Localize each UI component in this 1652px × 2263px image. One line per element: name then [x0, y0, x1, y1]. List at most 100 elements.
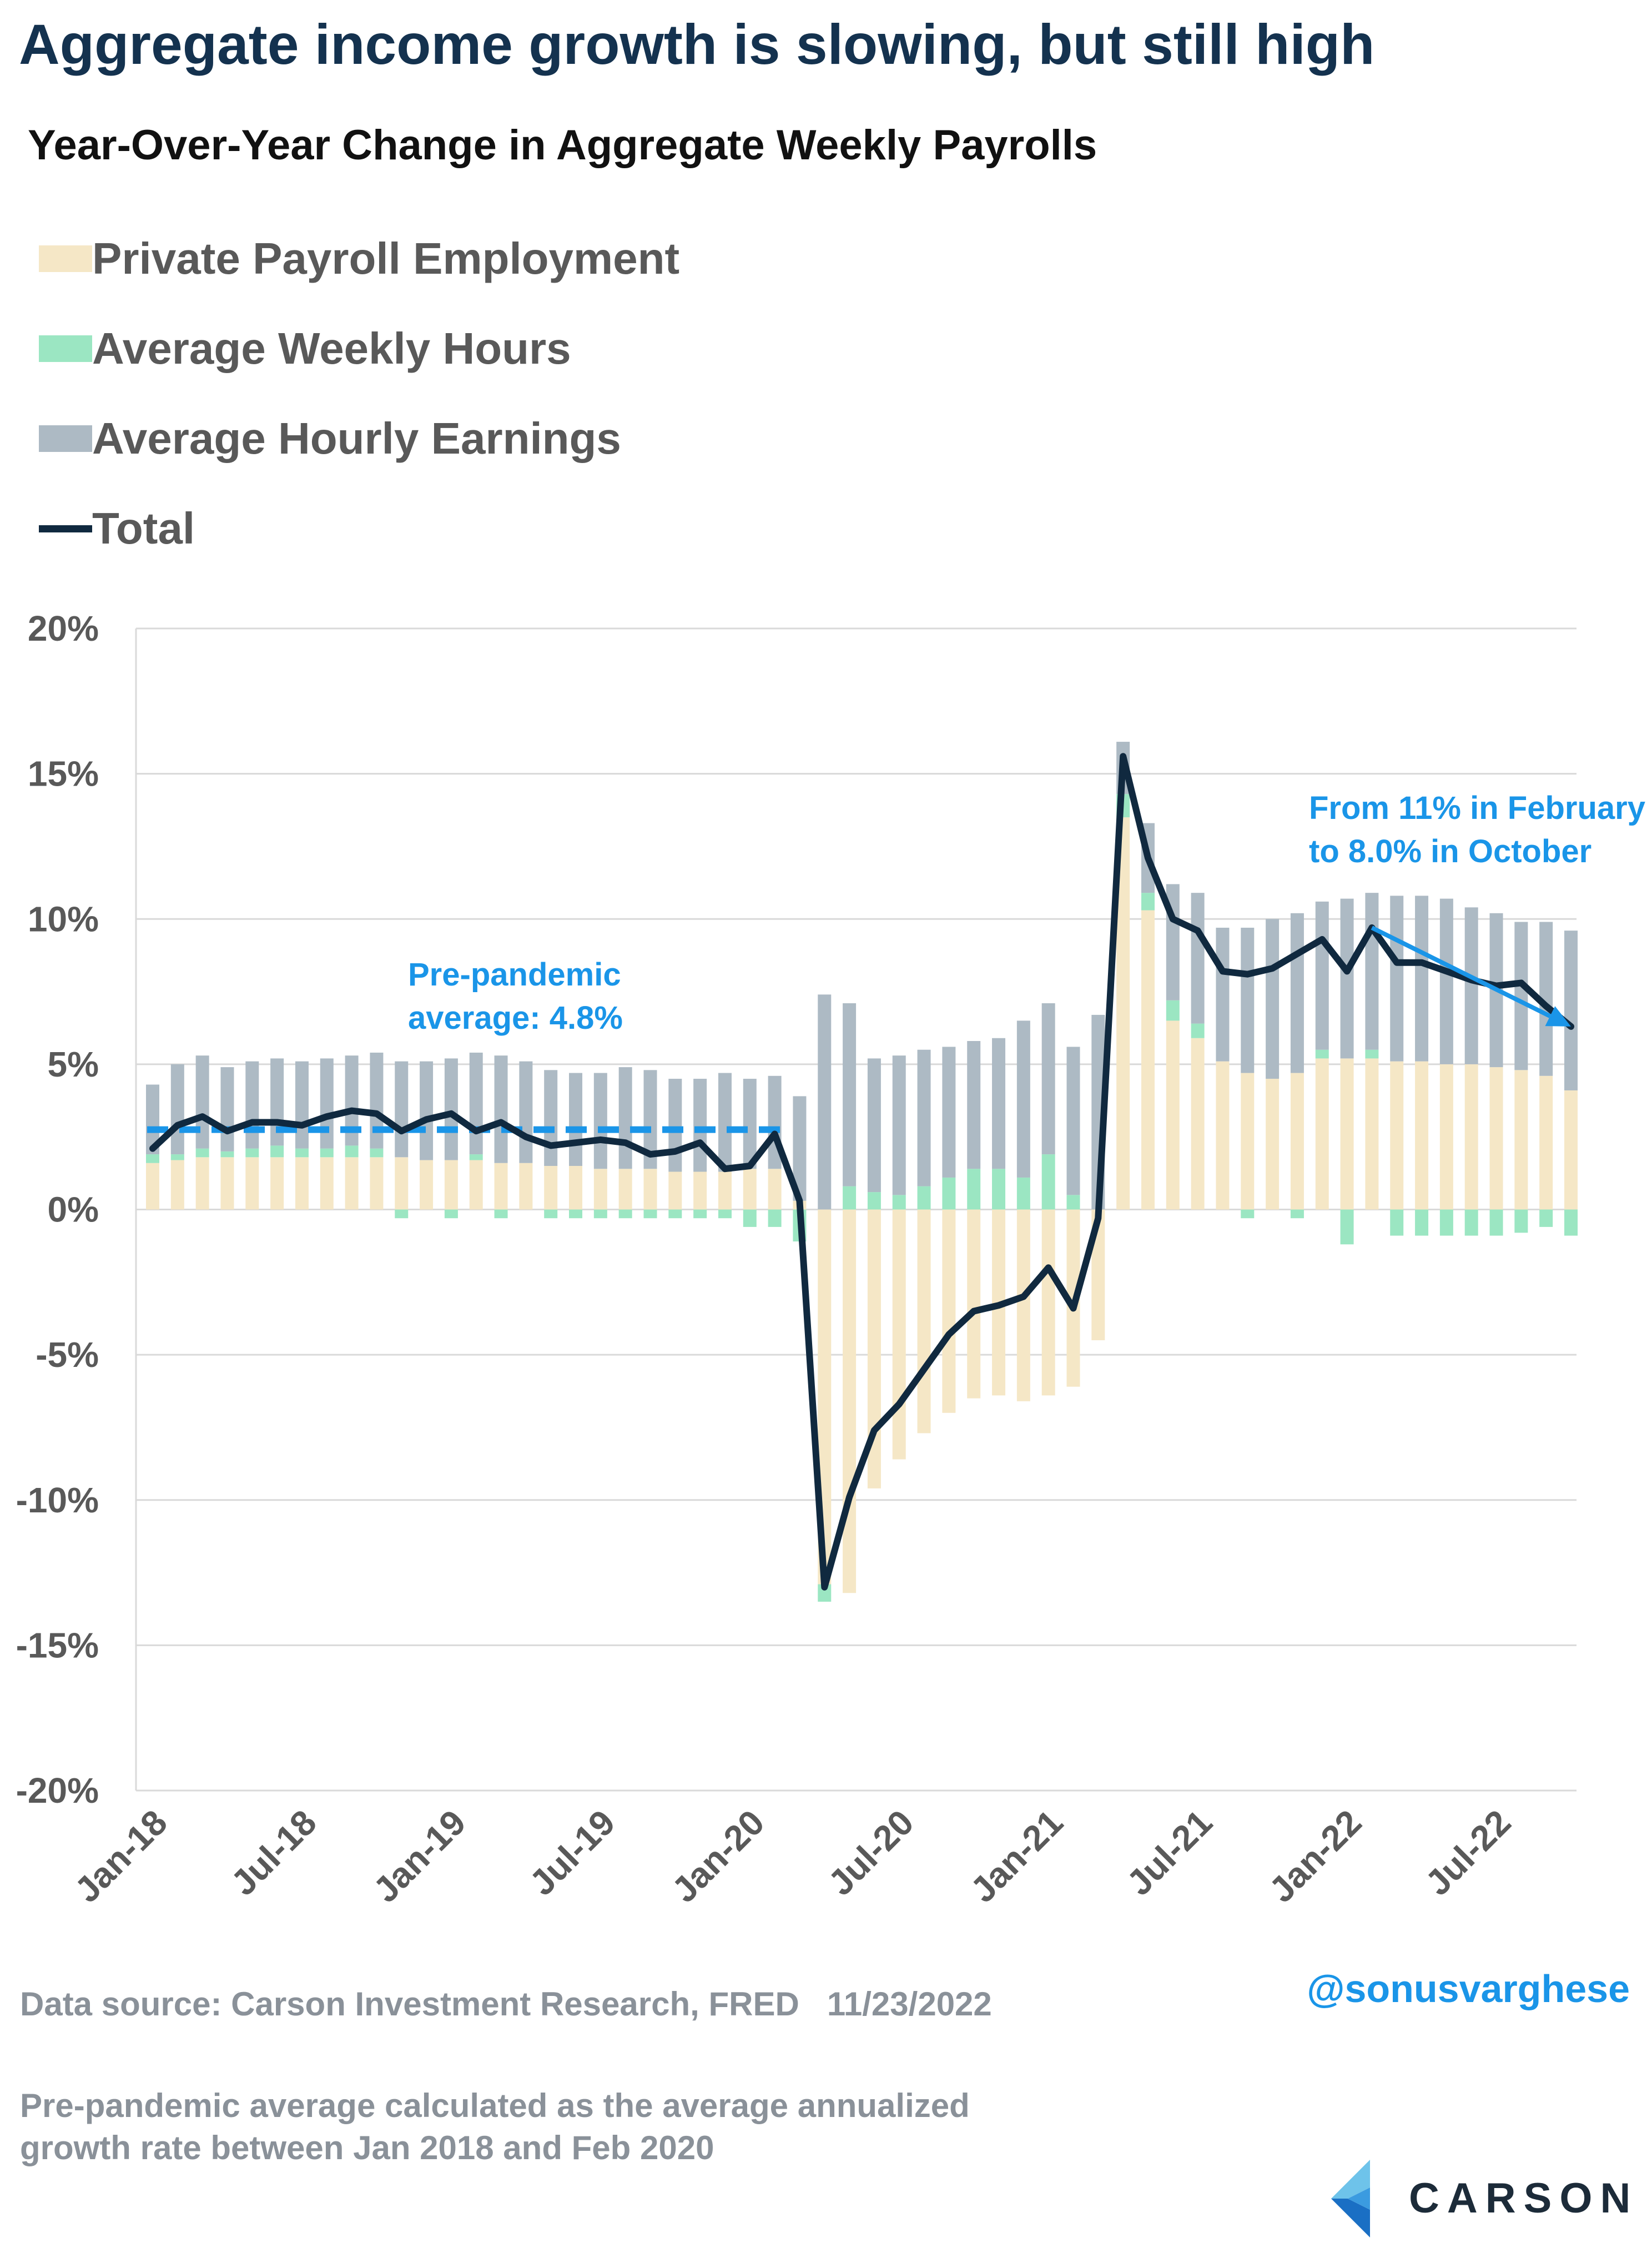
bar-average-weekly-hours: [370, 1148, 384, 1158]
legend-label: Average Hourly Earnings: [92, 414, 621, 463]
bar-average-hourly-earnings: [718, 1073, 732, 1172]
bar-private-payroll-employment: [519, 1163, 533, 1210]
x-tick-label: Jan-18: [67, 1802, 175, 1910]
footer-source-line: Data source: Carson Investment Research,…: [20, 1985, 992, 2023]
bar-private-payroll-employment: [593, 1169, 607, 1210]
bar-private-payroll-employment: [1390, 1061, 1404, 1210]
x-tick-label: Jan-20: [664, 1802, 772, 1910]
bar-private-payroll-employment: [320, 1157, 334, 1210]
bar-private-payroll-employment: [1166, 1020, 1180, 1210]
bar-average-hourly-earnings: [370, 1052, 384, 1149]
bar-average-weekly-hours: [1390, 1209, 1404, 1236]
bar-private-payroll-employment: [544, 1166, 558, 1210]
bar-average-hourly-earnings: [593, 1073, 607, 1169]
bar-average-hourly-earnings: [668, 1079, 682, 1172]
bar-private-payroll-employment: [295, 1157, 309, 1210]
bar-average-hourly-earnings: [1216, 927, 1230, 1062]
bar-private-payroll-employment: [494, 1163, 508, 1210]
bar-average-hourly-earnings: [220, 1067, 234, 1151]
y-tick-label: 15%: [28, 754, 99, 794]
bar-average-weekly-hours: [693, 1209, 707, 1219]
bars: [146, 742, 1578, 1602]
data-source: Data source: Carson Investment Research,…: [20, 1985, 799, 2023]
bar-private-payroll-employment: [1141, 910, 1155, 1210]
twitter-handle[interactable]: @sonusvarghese: [1307, 1967, 1630, 2010]
x-tick-label: Jan-22: [1261, 1802, 1369, 1910]
bar-average-weekly-hours: [1315, 1049, 1329, 1059]
bar-average-hourly-earnings: [395, 1061, 409, 1158]
footnote-line: Pre-pandemic average calculated as the a…: [20, 2087, 970, 2124]
bar-average-weekly-hours: [1141, 893, 1155, 911]
y-tick-label: -5%: [36, 1335, 99, 1375]
bar-private-payroll-employment: [1290, 1073, 1304, 1210]
bar-average-hourly-earnings: [1066, 1047, 1080, 1195]
bar-average-hourly-earnings: [544, 1070, 558, 1166]
x-tick-label: Jan-19: [365, 1802, 473, 1910]
y-tick-label: -10%: [16, 1480, 99, 1520]
bar-average-weekly-hours: [668, 1209, 682, 1219]
bar-private-payroll-employment: [270, 1157, 284, 1210]
bar-average-hourly-earnings: [320, 1058, 334, 1149]
bar-average-hourly-earnings: [1241, 927, 1255, 1073]
bar-private-payroll-employment: [917, 1209, 931, 1434]
bar-private-payroll-employment: [1016, 1209, 1030, 1401]
bar-private-payroll-employment: [967, 1209, 981, 1399]
legend: Private Payroll Employment Average Weekl…: [39, 214, 679, 574]
bar-average-hourly-earnings: [1390, 896, 1404, 1062]
bar-average-weekly-hours: [494, 1209, 508, 1219]
bar-private-payroll-employment: [1216, 1061, 1230, 1210]
bar-private-payroll-employment: [1464, 1064, 1478, 1210]
bar-private-payroll-employment: [1266, 1079, 1280, 1210]
legend-swatch-private-payroll: [39, 245, 92, 272]
legend-label: Total: [92, 504, 195, 553]
annotation-text: Pre-pandemic: [408, 957, 621, 993]
footnote-line: growth rate between Jan 2018 and Feb 202…: [20, 2129, 714, 2166]
y-tick-label: 20%: [28, 609, 99, 648]
bar-average-weekly-hours: [1365, 1049, 1379, 1059]
bar-average-hourly-earnings: [1266, 919, 1280, 1079]
bar-average-hourly-earnings: [494, 1055, 508, 1163]
bar-average-hourly-earnings: [1290, 913, 1304, 1073]
bar-average-hourly-earnings: [444, 1058, 458, 1160]
bar-average-weekly-hours: [917, 1186, 931, 1210]
bar-average-hourly-earnings: [1365, 893, 1379, 1050]
bar-average-weekly-hours: [1290, 1209, 1304, 1219]
bar-average-weekly-hours: [1415, 1209, 1429, 1236]
bar-private-payroll-employment: [1539, 1075, 1553, 1210]
annotation-text: average: 4.8%: [408, 1000, 623, 1036]
bar-average-weekly-hours: [1191, 1023, 1205, 1038]
x-tick-label: Jul-18: [223, 1802, 324, 1903]
bar-private-payroll-employment: [743, 1169, 757, 1210]
bar-private-payroll-employment: [1191, 1038, 1205, 1210]
legend-swatch-weekly-hours: [39, 335, 92, 362]
bar-average-weekly-hours: [892, 1195, 906, 1210]
bar-average-hourly-earnings: [942, 1047, 956, 1178]
bar-average-hourly-earnings: [1315, 901, 1329, 1050]
bar-private-payroll-employment: [220, 1157, 234, 1210]
bar-private-payroll-employment: [1315, 1058, 1329, 1210]
bar-average-hourly-earnings: [245, 1061, 259, 1149]
trend-arrow-head: [1545, 1006, 1571, 1027]
x-tick-label: Jul-22: [1418, 1802, 1519, 1903]
bar-average-hourly-earnings: [469, 1052, 483, 1155]
bar-average-hourly-earnings: [818, 994, 832, 1210]
bar-average-weekly-hours: [1439, 1209, 1453, 1236]
carson-logo-text: CARSON: [1409, 2175, 1639, 2222]
bar-average-hourly-earnings: [693, 1079, 707, 1172]
chart-plot: 20% 15% 10% 5% 0% -5% -10% -15% -20%Jan-18 Jul-18…: [16, 609, 1645, 1910]
annotation-text: to 8.0% in October: [1309, 833, 1591, 869]
bar-average-weekly-hours: [992, 1169, 1006, 1210]
bar-average-hourly-earnings: [967, 1041, 981, 1169]
bar-private-payroll-employment: [1439, 1064, 1453, 1210]
x-tick-label: Jan-21: [963, 1802, 1070, 1910]
bar-private-payroll-employment: [1340, 1058, 1354, 1210]
bar-private-payroll-employment: [942, 1209, 956, 1413]
bar-average-hourly-earnings: [1514, 922, 1528, 1070]
bar-private-payroll-employment: [1564, 1090, 1578, 1210]
x-tick-label: Jul-21: [1119, 1802, 1220, 1903]
bar-average-hourly-earnings: [992, 1038, 1006, 1169]
bar-average-weekly-hours: [1489, 1209, 1503, 1236]
x-tick-label: Jul-19: [522, 1802, 623, 1903]
bar-average-weekly-hours: [1041, 1154, 1055, 1210]
bar-private-payroll-employment: [395, 1157, 409, 1210]
